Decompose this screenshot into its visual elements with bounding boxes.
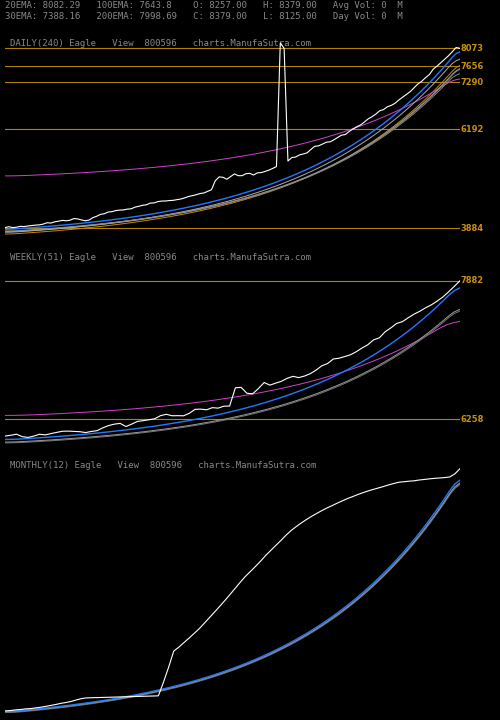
Text: 3884: 3884: [461, 224, 484, 233]
Text: 6258: 6258: [461, 415, 484, 424]
Text: 20EMA: 8082.29   100EMA: 7643.8    O: 8257.00   H: 8379.00   Avg Vol: 0  M: 20EMA: 8082.29 100EMA: 7643.8 O: 8257.00…: [5, 1, 403, 11]
Text: DAILY(240) Eagle   View  800596   charts.ManufaSutra.com: DAILY(240) Eagle View 800596 charts.Manu…: [10, 39, 310, 48]
Text: 7656: 7656: [461, 62, 484, 71]
Text: 7290: 7290: [461, 78, 484, 86]
Text: 7882: 7882: [461, 276, 484, 285]
Text: MONTHLY(12) Eagle   View  800596   charts.ManufaSutra.com: MONTHLY(12) Eagle View 800596 charts.Man…: [10, 461, 316, 470]
Text: 30EMA: 7388.16   200EMA: 7998.69   C: 8379.00   L: 8125.00   Day Vol: 0  M: 30EMA: 7388.16 200EMA: 7998.69 C: 8379.0…: [5, 12, 403, 20]
Text: 8073: 8073: [461, 44, 484, 53]
Text: 6192: 6192: [461, 125, 484, 134]
Text: WEEKLY(51) Eagle   View  800596   charts.ManufaSutra.com: WEEKLY(51) Eagle View 800596 charts.Manu…: [10, 253, 310, 262]
